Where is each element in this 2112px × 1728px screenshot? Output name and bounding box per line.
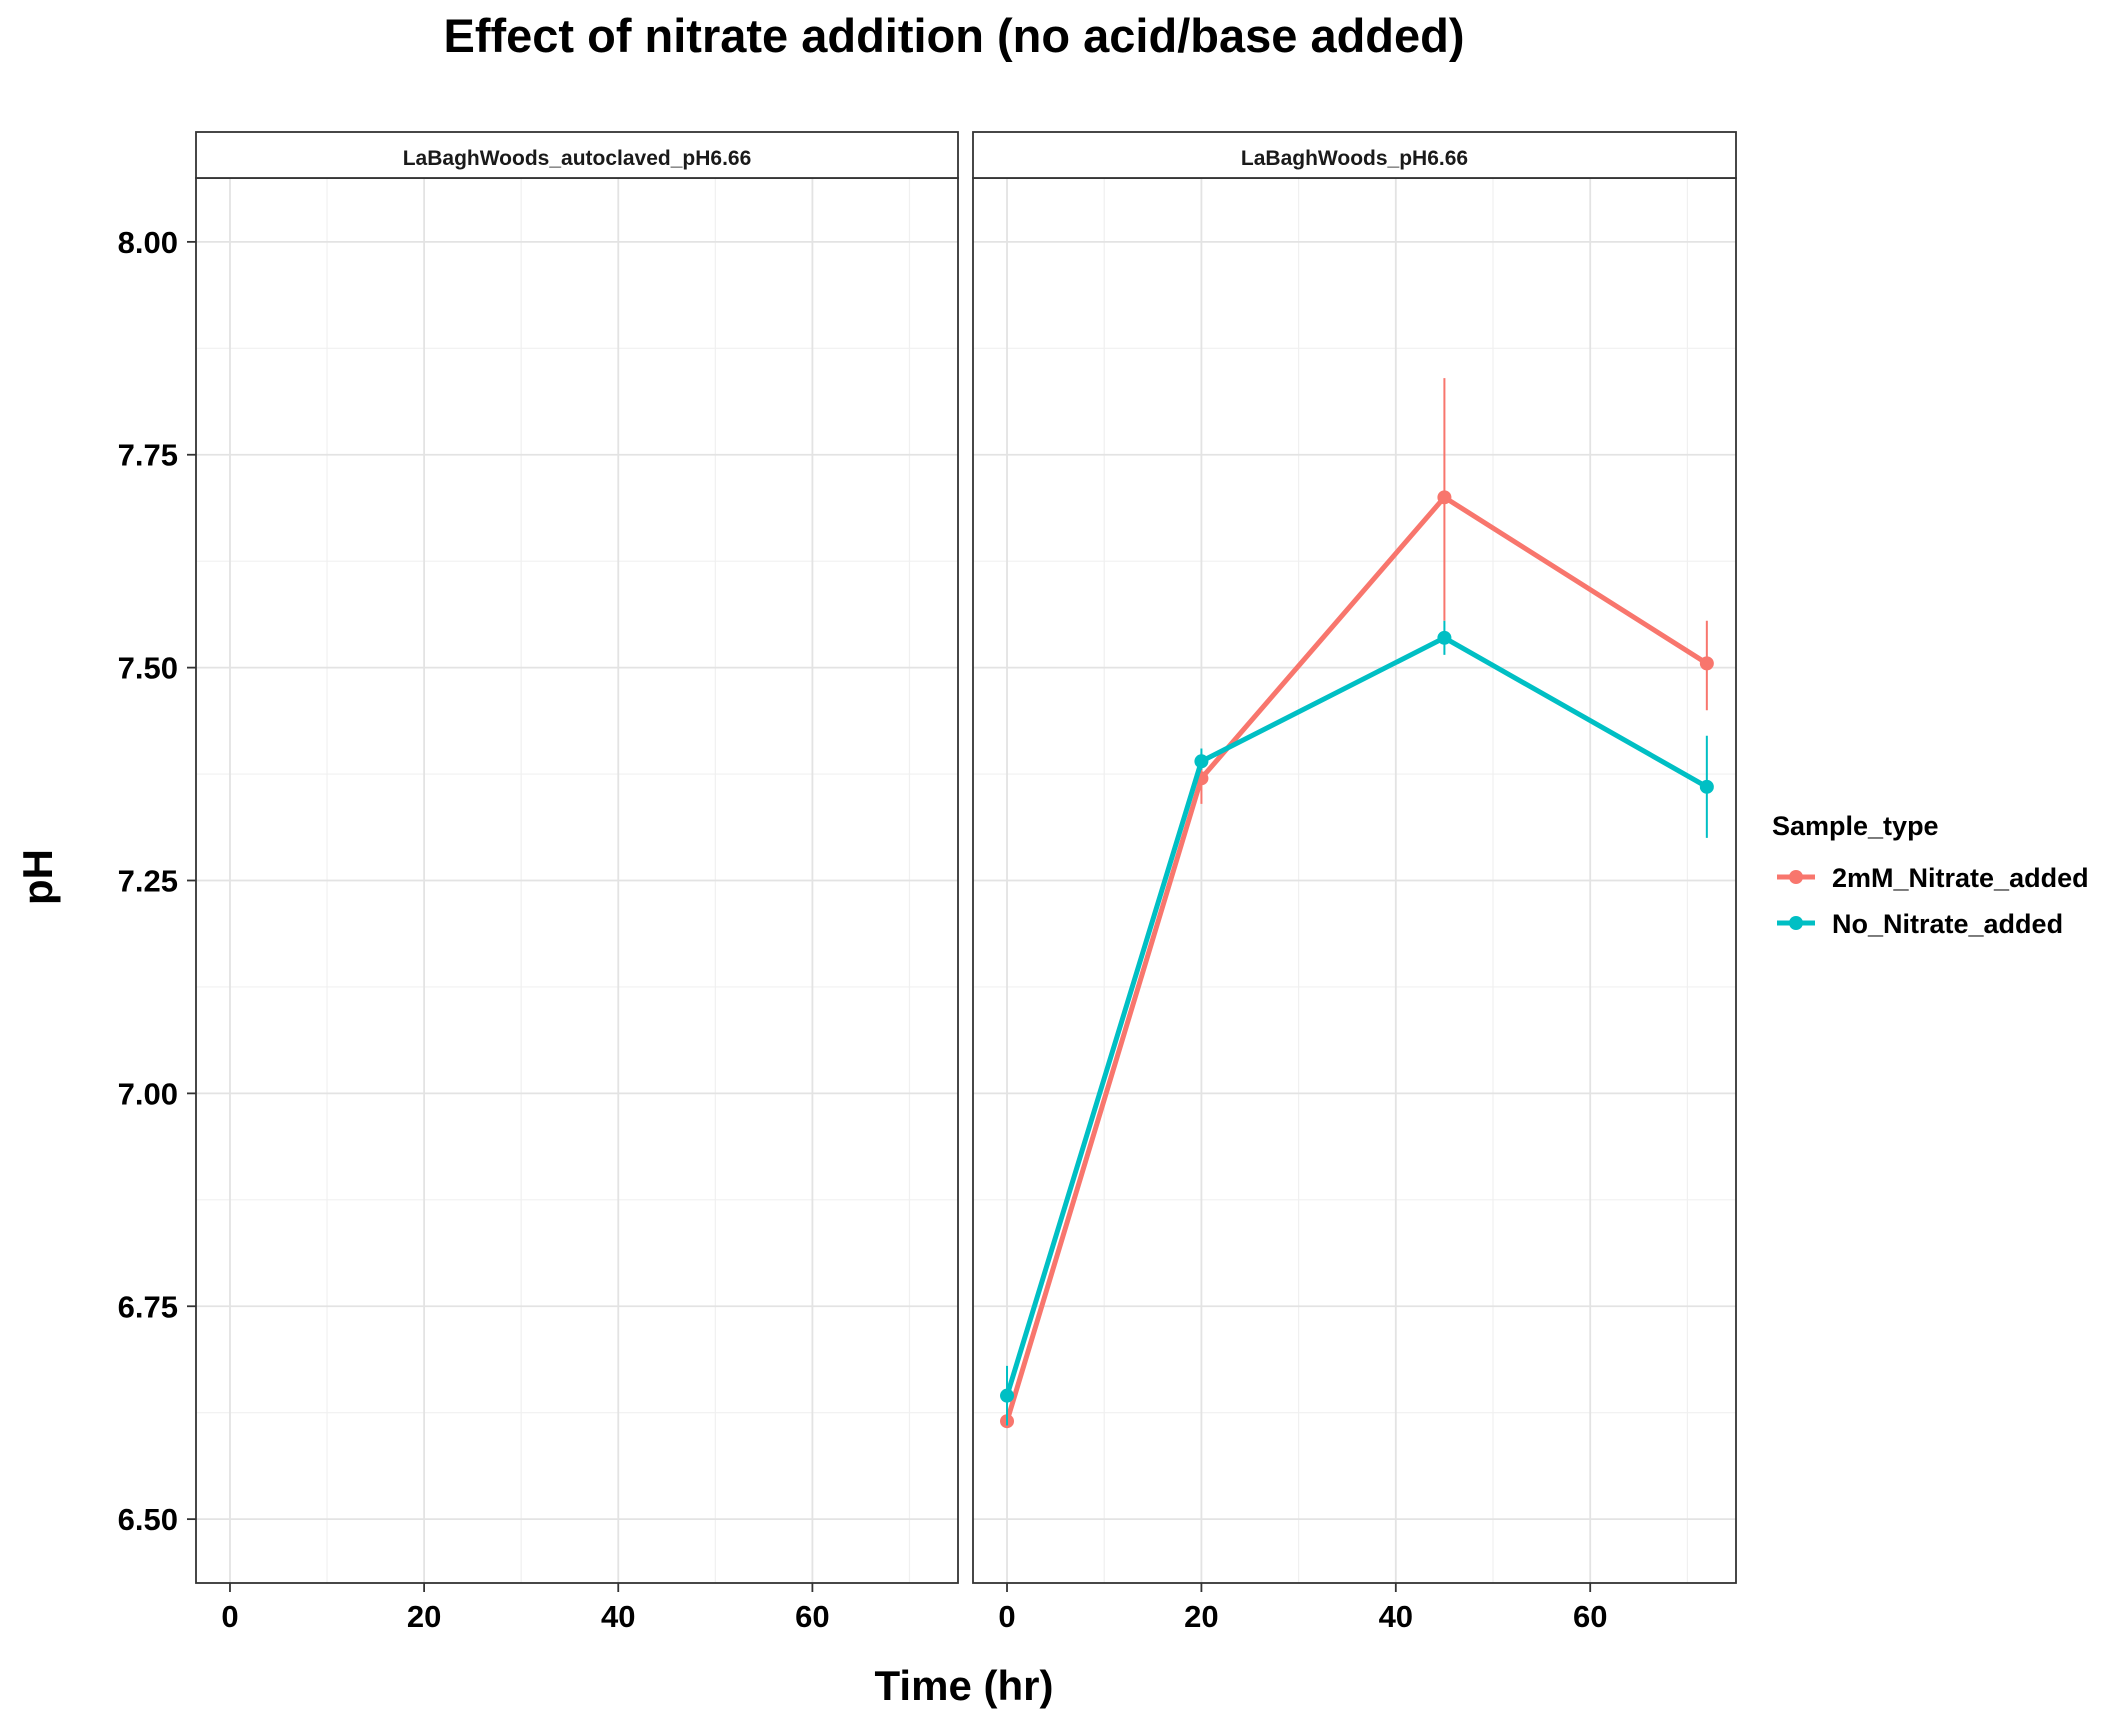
legend-label: No_Nitrate_added (1832, 909, 2063, 939)
series-line (1004, 635, 1709, 1397)
y-axis-title: pH (14, 849, 61, 905)
facet-strip-label: LaBaghWoods_autoclaved_pH6.66 (403, 147, 752, 170)
y-tick-label: 6.75 (118, 1289, 178, 1324)
series-2mM_Nitrate_added (1000, 378, 1714, 1429)
x-tick-label: 0 (998, 1599, 1015, 1634)
x-tick-label: 40 (1379, 1599, 1413, 1634)
legend-key-point (1789, 870, 1803, 884)
series-line (1004, 494, 1709, 1422)
marks-group (1000, 378, 1714, 1429)
legend-key-point (1789, 916, 1803, 930)
x-tick-label: 40 (601, 1599, 635, 1634)
series-No_Nitrate_added (1000, 620, 1714, 1426)
legend-label: 2mM_Nitrate_added (1832, 863, 2089, 893)
x-tick-label: 0 (221, 1599, 238, 1634)
legend-title: Sample_type (1772, 811, 1939, 841)
y-axis: 6.50 6.75 7.00 7.25 7.50 7.75 8.00 (118, 225, 196, 1537)
y-tick-label: 7.50 (118, 651, 178, 686)
x-tick-label: 60 (1573, 1599, 1607, 1634)
facet-strip (972, 131, 1737, 179)
facet-panel-1: LaBaghWoods_autoclaved_pH6.66 0 20 40 60 (195, 131, 959, 1634)
x-axis-title: Time (hr) (875, 1662, 1054, 1709)
data-point (1000, 1388, 1015, 1403)
y-tick-label: 7.25 (118, 864, 178, 899)
chart-title: Effect of nitrate addition (no acid/base… (443, 9, 1464, 62)
panels-group: LaBaghWoods_autoclaved_pH6.660 20 40 60LaBa… (118, 131, 1737, 1634)
y-tick-label: 7.00 (118, 1076, 178, 1111)
facet-panel-2: LaBaghWoods_pH6.66 0 20 40 60 (972, 131, 1737, 1634)
legend: Sample_type 2mM_Nitrate_added No_Nitrate_a… (1772, 811, 2089, 939)
x-tick-label: 20 (407, 1599, 441, 1634)
data-point (1699, 779, 1714, 794)
legend-item: 2mM_Nitrate_added (1777, 863, 2089, 893)
data-point (1194, 754, 1209, 769)
y-tick-label: 8.00 (118, 225, 178, 260)
data-point (1437, 490, 1452, 505)
data-point (1699, 656, 1714, 671)
data-point (1437, 630, 1452, 645)
x-tick-label: 20 (1184, 1599, 1218, 1634)
legend-item: No_Nitrate_added (1777, 909, 2063, 939)
facet-strip-label: LaBaghWoods_pH6.66 (1241, 147, 1468, 170)
facet-strip (195, 131, 959, 179)
y-tick-label: 7.75 (118, 438, 178, 473)
y-tick-label: 6.50 (118, 1502, 178, 1537)
x-tick-label: 60 (795, 1599, 829, 1634)
